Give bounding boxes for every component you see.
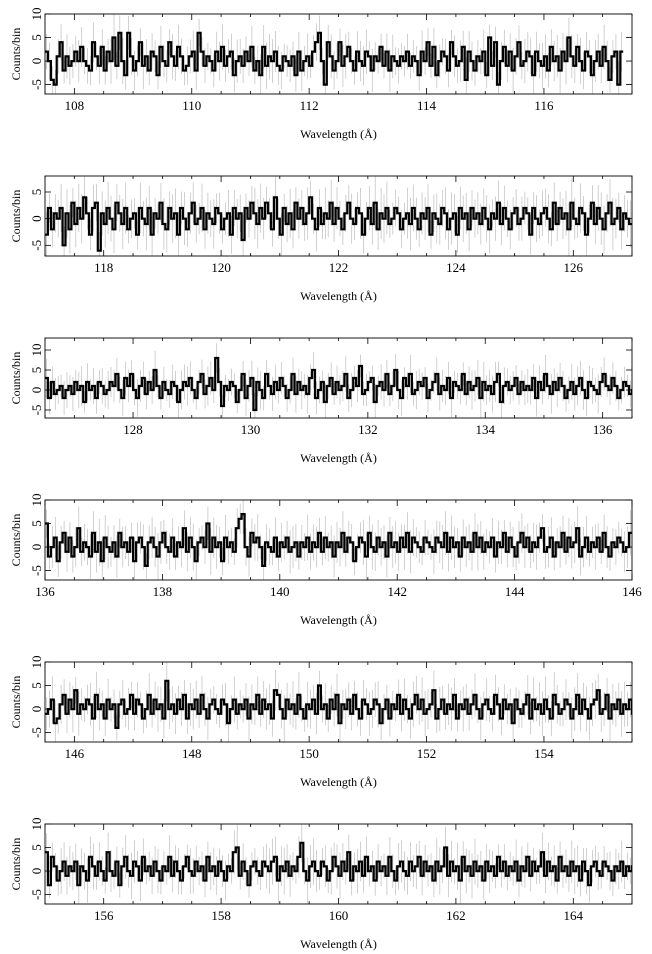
x-tick-label: 144 [505, 584, 525, 599]
x-tick-label: 162 [446, 908, 466, 923]
y-axis-label: Counts/bin [9, 352, 23, 405]
y-tick-label: 10 [29, 8, 44, 21]
y-tick-label: 5 [29, 682, 44, 689]
y-tick-label: -5 [29, 727, 44, 738]
x-tick-label: 136 [593, 422, 613, 437]
x-axis-label: Wavelength (Å) [300, 289, 377, 303]
x-tick-label: 134 [476, 422, 496, 437]
y-tick-label: 0 [29, 706, 44, 713]
x-tick-label: 164 [564, 908, 584, 923]
y-tick-label: 10 [29, 344, 44, 357]
x-tick-label: 130 [241, 422, 261, 437]
y-tick-label: 10 [29, 494, 44, 507]
y-tick-label: 0 [29, 387, 44, 394]
y-tick-label: -5 [29, 889, 44, 900]
x-tick-label: 114 [417, 98, 437, 113]
x-tick-label: 124 [446, 260, 466, 275]
counts-histogram-line [45, 196, 632, 252]
x-tick-label: 132 [358, 422, 378, 437]
x-tick-label: 116 [534, 98, 554, 113]
x-tick-label: 118 [94, 260, 113, 275]
x-tick-label: 160 [329, 908, 349, 923]
y-tick-label: 5 [29, 520, 44, 527]
x-axis-label: Wavelength (Å) [300, 937, 377, 951]
y-axis-label: Counts/bin [9, 190, 23, 243]
x-axis-label: Wavelength (Å) [300, 451, 377, 465]
counts-histogram-line [45, 679, 632, 729]
plot-area [45, 343, 632, 418]
y-tick-label: 5 [29, 189, 44, 196]
x-tick-label: 148 [182, 746, 202, 761]
y-tick-label: -5 [29, 79, 44, 90]
plot-area [45, 176, 632, 256]
y-tick-label: 10 [29, 656, 44, 669]
x-axis-label: Wavelength (Å) [300, 613, 377, 627]
y-tick-label: 0 [29, 215, 44, 222]
counts-histogram-line [45, 356, 632, 412]
y-tick-label: 5 [29, 844, 44, 851]
y-tick-label: 5 [29, 34, 44, 41]
plot-area [45, 662, 632, 742]
panel-5: 146 148 150 152 154 -5 0 5 10 Wavelength (Å) Count… [9, 656, 633, 789]
y-axis-label: Counts/bin [9, 28, 23, 81]
x-tick-label: 122 [329, 260, 349, 275]
counts-histogram-line [45, 31, 624, 86]
plot-area [45, 14, 624, 94]
x-tick-label: 126 [564, 260, 584, 275]
y-tick-label: -5 [29, 240, 44, 251]
x-tick-label: 110 [182, 98, 201, 113]
x-tick-label: 140 [270, 584, 290, 599]
x-tick-label: 154 [534, 746, 554, 761]
panel-1: 108 110 112 114 116 -5 0 5 10 Wavelength (Å) Count… [9, 8, 633, 141]
x-tick-label: 112 [300, 98, 319, 113]
x-axis-label: Wavelength (Å) [300, 775, 377, 789]
y-tick-label: -5 [29, 405, 44, 416]
y-tick-label: 5 [29, 367, 44, 374]
panel-6: 156 158 160 162 164 -5 0 5 10 Wavelength (Å) Count… [9, 818, 633, 951]
panel-4: 136 138 140 142 144 146 -5 0 5 10 Wavelength (Å) Co… [9, 494, 642, 628]
counts-histogram-line [45, 841, 632, 887]
x-tick-label: 152 [417, 746, 437, 761]
y-axis-label: Counts/bin [9, 514, 23, 567]
y-tick-label: 0 [29, 58, 44, 65]
x-tick-label: 146 [65, 746, 85, 761]
panel-3: 128 130 132 134 136 -5 0 5 10 Wavelength (Å) Count… [9, 337, 633, 465]
x-tick-label: 136 [35, 584, 55, 599]
plot-area [45, 824, 632, 904]
x-tick-label: 138 [153, 584, 173, 599]
x-tick-label: 150 [299, 746, 319, 761]
y-tick-label: 0 [29, 868, 44, 875]
x-tick-label: 146 [622, 584, 642, 599]
counts-histogram-line [45, 513, 632, 567]
x-tick-label: 156 [94, 908, 114, 923]
y-tick-label: -5 [29, 565, 44, 576]
plot-area [45, 500, 632, 580]
x-tick-label: 128 [123, 422, 143, 437]
x-tick-label: 108 [65, 98, 85, 113]
y-axis-label: Counts/bin [9, 838, 23, 891]
x-axis-label: Wavelength (Å) [300, 127, 377, 141]
panel-2: 118 120 122 124 126 -5 0 5 Wavelength (Å) Counts/… [9, 175, 633, 303]
y-axis-label: Counts/bin [9, 676, 23, 729]
y-tick-label: 10 [29, 818, 44, 831]
x-tick-label: 120 [211, 260, 231, 275]
x-tick-label: 142 [387, 584, 407, 599]
y-tick-label: 0 [29, 544, 44, 551]
x-tick-label: 158 [211, 908, 231, 923]
